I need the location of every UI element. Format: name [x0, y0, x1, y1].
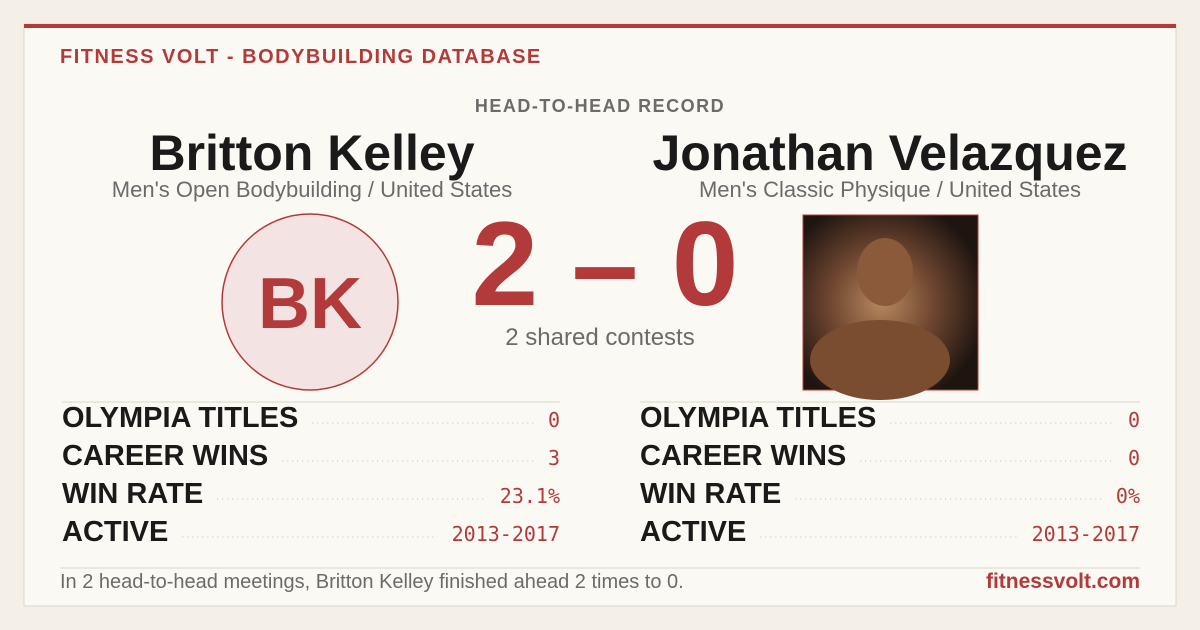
frame	[23, 23, 1177, 607]
footer-site[interactable]: fitnessvolt.com	[986, 570, 1140, 593]
stat-label: ACTIVE	[640, 516, 746, 548]
stat-label: OLYMPIA TITLES	[62, 402, 298, 434]
stat-label: CAREER WINS	[640, 440, 846, 472]
stat-value: 0	[548, 408, 560, 432]
footer-summary: In 2 head-to-head meetings, Britton Kell…	[60, 571, 684, 593]
photo-head	[857, 238, 913, 306]
stat-value: 0	[1128, 408, 1140, 432]
section-title: HEAD-TO-HEAD RECORD	[475, 96, 725, 116]
photo	[802, 214, 979, 400]
stat-label: ACTIVE	[62, 516, 168, 548]
right-name: Jonathan Velazquez	[652, 125, 1127, 181]
avatar-circle	[221, 213, 399, 391]
right-division: Men's Classic Physique / United States	[699, 177, 1081, 202]
avatar-initials: BK	[258, 264, 362, 344]
score: 2 – 0	[472, 197, 739, 331]
stat-label: CAREER WINS	[62, 440, 268, 472]
photo-torso	[810, 320, 950, 400]
stat-value: 2013-2017	[1032, 522, 1140, 546]
brand: FITNESS VOLT - BODYBUILDING DATABASE	[60, 46, 542, 68]
stat-value: 0%	[1116, 484, 1140, 508]
stat-label: WIN RATE	[640, 478, 781, 510]
left-division: Men's Open Bodybuilding / United States	[112, 177, 512, 202]
top-rule	[24, 24, 1176, 28]
stat-value: 0	[1128, 446, 1140, 470]
stat-label: WIN RATE	[62, 478, 203, 510]
score-note: 2 shared contests	[505, 324, 694, 351]
stat-value: 3	[548, 446, 560, 470]
stat-label: OLYMPIA TITLES	[640, 402, 876, 434]
stat-value: 23.1%	[500, 484, 560, 508]
left-name: Britton Kelley	[149, 125, 474, 181]
stat-value: 2013-2017	[452, 522, 560, 546]
